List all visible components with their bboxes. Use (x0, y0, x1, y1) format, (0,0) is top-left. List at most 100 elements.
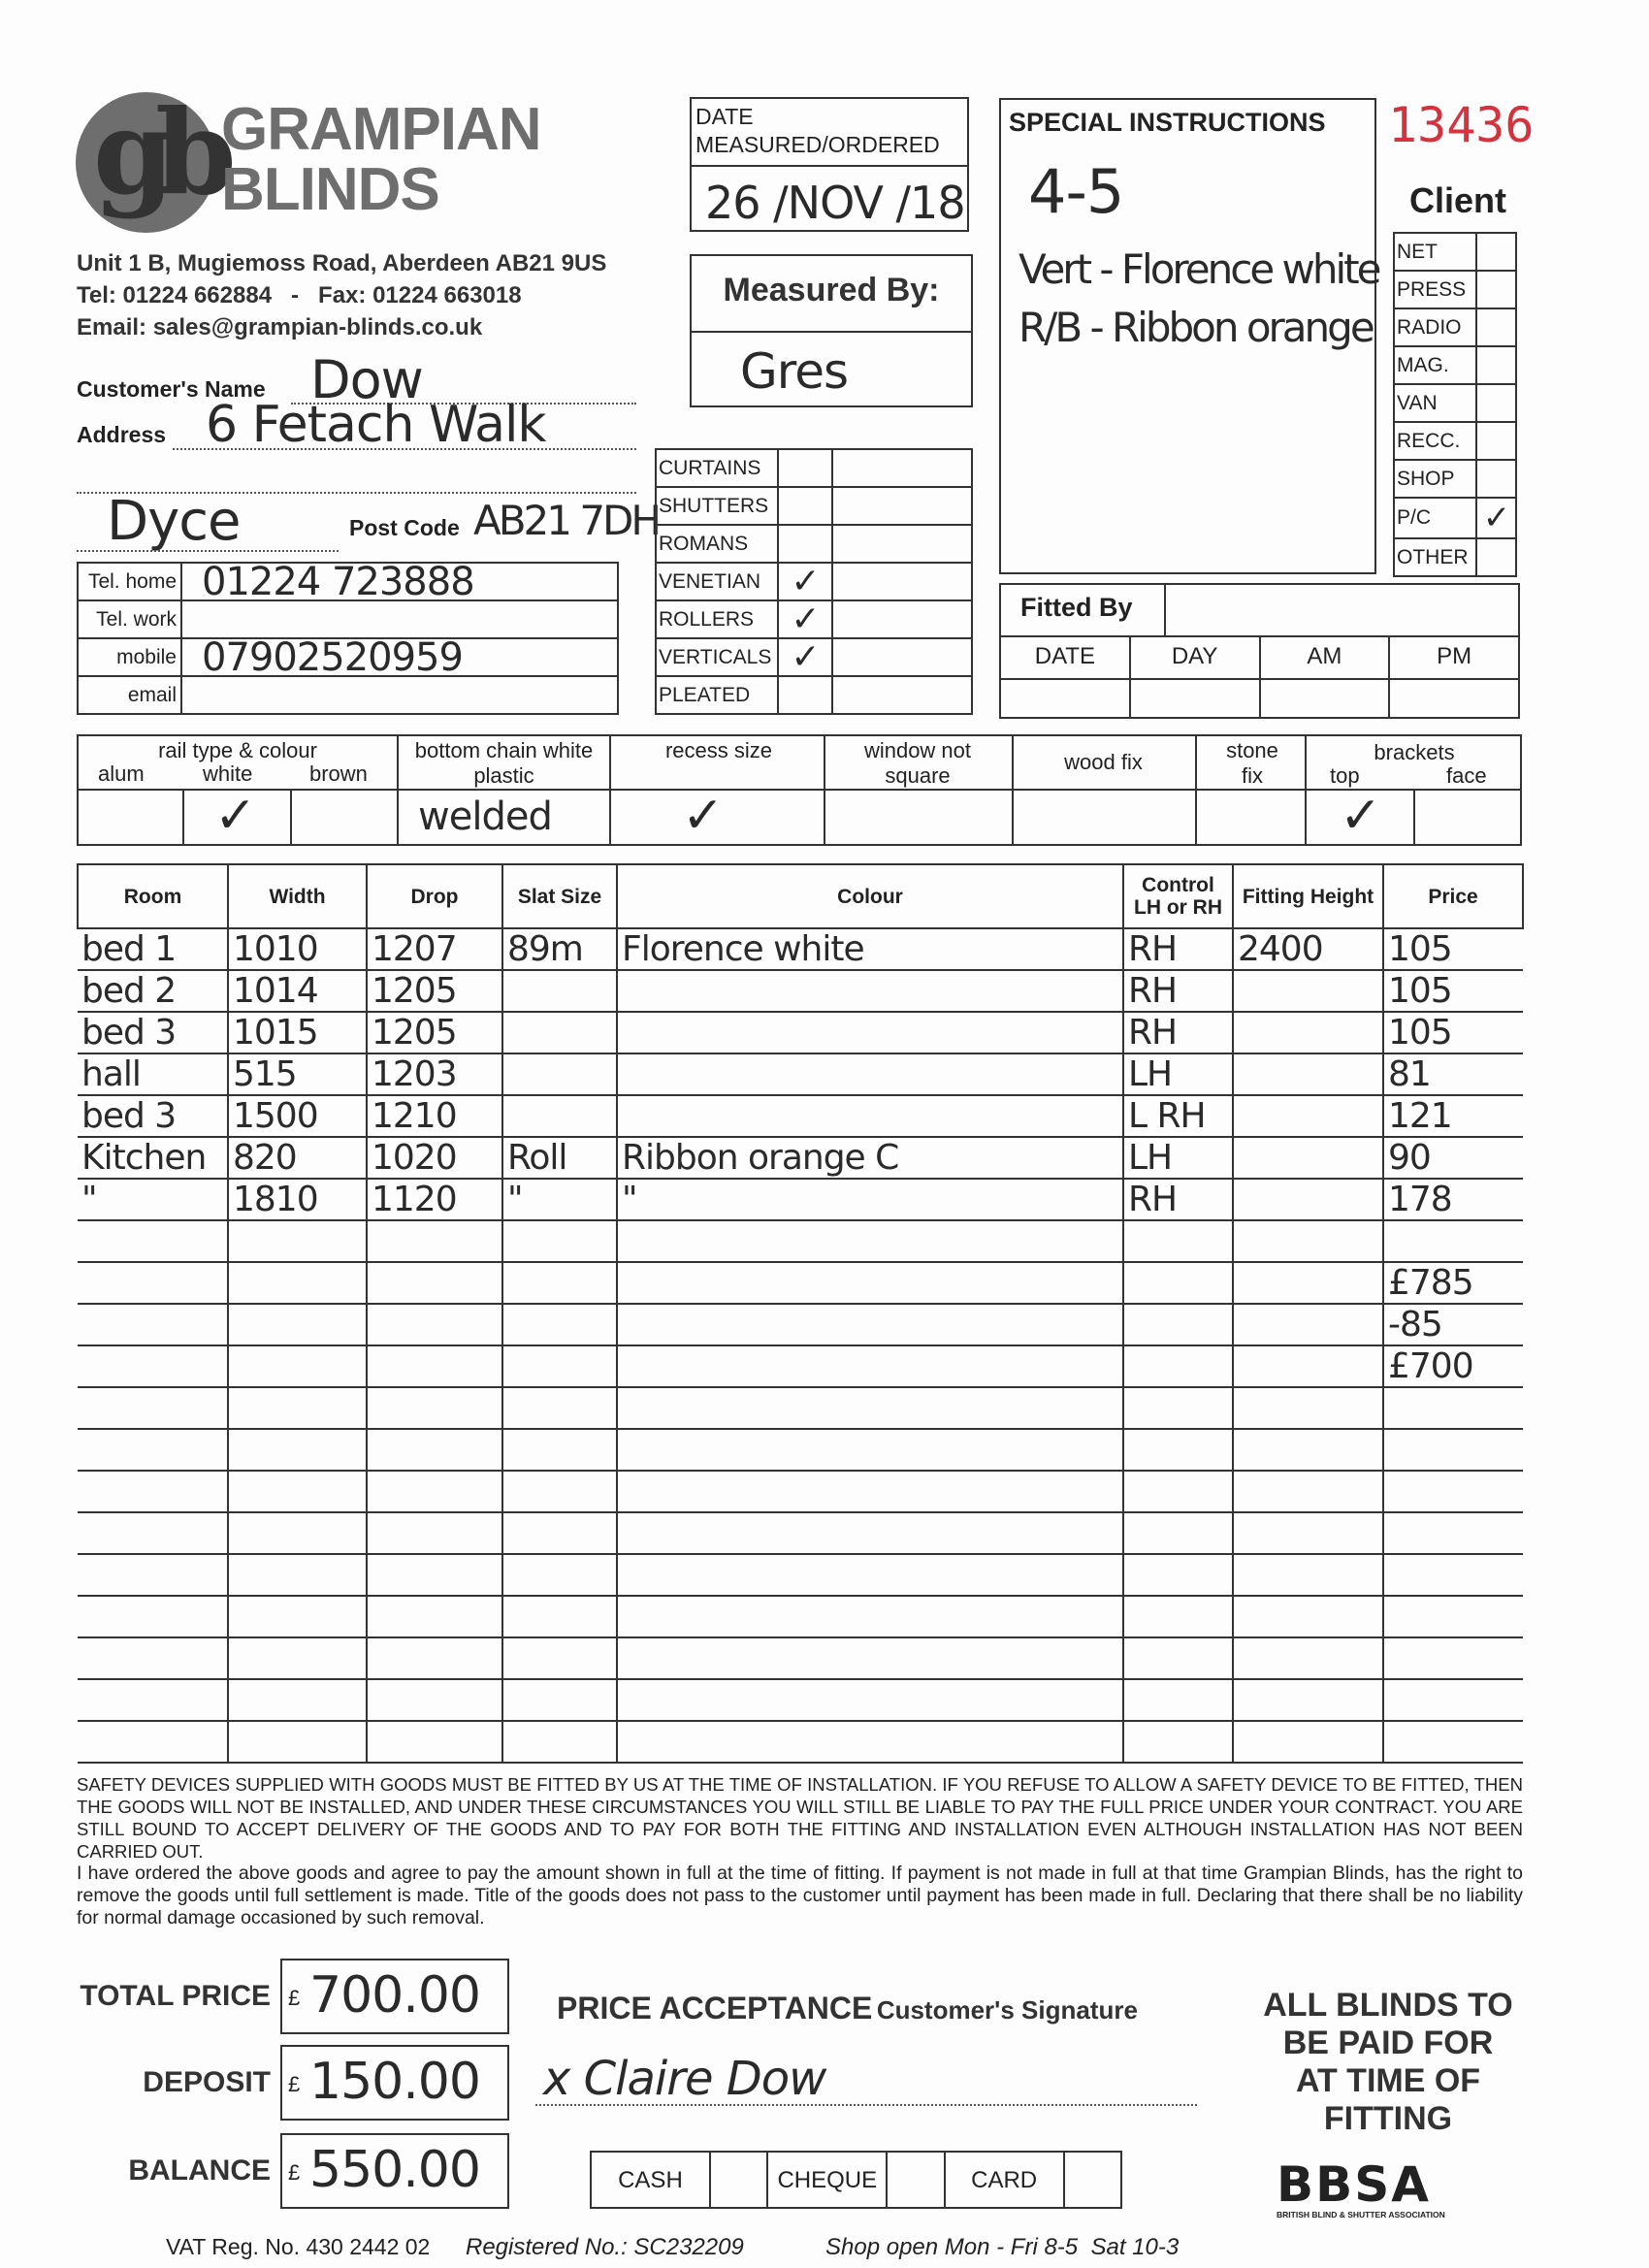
table-cell[interactable] (501, 1261, 618, 1305)
table-cell[interactable] (78, 1595, 229, 1638)
table-cell[interactable] (366, 1428, 503, 1472)
table-cell[interactable] (616, 1303, 1124, 1346)
table-cell[interactable] (1122, 1428, 1234, 1472)
table-cell[interactable] (501, 1053, 618, 1096)
table-cell[interactable] (227, 1595, 368, 1638)
table-cell[interactable] (616, 1386, 1124, 1430)
product-checkbox[interactable]: ✓ (777, 562, 833, 601)
product-checkbox[interactable]: ✓ (777, 599, 833, 639)
table-cell[interactable] (227, 1678, 368, 1722)
table-cell[interactable]: Roll (501, 1136, 618, 1180)
product-checkbox[interactable]: ✓ (777, 637, 833, 677)
table-cell[interactable] (1232, 1595, 1384, 1638)
address-line-2[interactable]: Dyce (107, 490, 242, 553)
client-option-checkbox[interactable] (1475, 459, 1517, 499)
table-cell[interactable] (1122, 1386, 1234, 1430)
table-cell[interactable]: bed 1 (78, 927, 229, 971)
table-cell[interactable] (616, 1511, 1124, 1555)
table-cell[interactable]: 1500 (227, 1094, 368, 1138)
table-cell[interactable]: 1210 (366, 1094, 503, 1138)
table-cell[interactable]: 820 (227, 1136, 368, 1180)
table-cell[interactable]: £700 (1382, 1345, 1523, 1388)
client-option-checkbox[interactable] (1475, 421, 1517, 461)
table-cell[interactable]: 2400 (1232, 927, 1384, 971)
table-cell[interactable]: LH (1122, 1136, 1234, 1180)
table-cell[interactable]: 178 (1382, 1178, 1523, 1221)
table-cell[interactable] (1232, 1345, 1384, 1388)
customer-name[interactable]: Dow (310, 349, 424, 410)
table-cell[interactable] (78, 1678, 229, 1722)
table-cell[interactable]: " (616, 1178, 1124, 1221)
table-cell[interactable] (501, 1386, 618, 1430)
table-cell[interactable]: 1020 (366, 1136, 503, 1180)
table-cell[interactable] (78, 1219, 229, 1263)
fitted-col-day[interactable]: DAY (1128, 635, 1259, 717)
table-cell[interactable] (227, 1386, 368, 1430)
table-cell[interactable] (1382, 1386, 1523, 1430)
table-cell[interactable] (78, 1636, 229, 1680)
address-line-1[interactable]: 6 Fetach Walk (206, 396, 547, 454)
table-cell[interactable] (616, 1553, 1124, 1597)
table-cell[interactable]: 90 (1382, 1136, 1523, 1180)
client-option-checkbox[interactable]: ✓ (1475, 497, 1517, 539)
table-cell[interactable] (78, 1345, 229, 1388)
table-cell[interactable] (1232, 1470, 1384, 1513)
table-cell[interactable] (1232, 1553, 1384, 1597)
table-cell[interactable] (366, 1261, 503, 1305)
deposit-box[interactable]: £150.00 (280, 2045, 509, 2121)
table-cell[interactable]: Florence white (616, 927, 1124, 971)
table-cell[interactable] (227, 1553, 368, 1597)
table-cell[interactable] (616, 1011, 1124, 1054)
table-cell[interactable]: Kitchen (78, 1136, 229, 1180)
table-cell[interactable] (616, 1595, 1124, 1638)
table-cell[interactable] (1122, 1720, 1234, 1764)
table-cell[interactable] (1232, 1678, 1384, 1722)
product-checkbox[interactable] (777, 486, 833, 526)
table-cell[interactable] (616, 1636, 1124, 1680)
fitted-col-date[interactable]: DATE (1001, 635, 1129, 717)
table-cell[interactable] (616, 1678, 1124, 1722)
table-cell[interactable]: bed 2 (78, 969, 229, 1013)
table-cell[interactable] (1382, 1553, 1523, 1597)
table-cell[interactable] (366, 1219, 503, 1263)
table-cell[interactable] (78, 1553, 229, 1597)
table-cell[interactable] (227, 1345, 368, 1388)
table-cell[interactable] (501, 1094, 618, 1138)
total-box[interactable]: £700.00 (280, 1959, 509, 2034)
fitted-col-pm[interactable]: PM (1388, 635, 1518, 717)
table-cell[interactable] (1232, 1428, 1384, 1472)
table-cell[interactable] (1232, 1636, 1384, 1680)
table-cell[interactable] (616, 1261, 1124, 1305)
table-cell[interactable]: £785 (1382, 1261, 1523, 1305)
table-cell[interactable] (1232, 1219, 1384, 1263)
payment-checkbox[interactable] (708, 2153, 766, 2207)
table-cell[interactable] (1122, 1261, 1234, 1305)
table-cell[interactable] (1382, 1678, 1523, 1722)
table-cell[interactable] (1122, 1345, 1234, 1388)
table-cell[interactable] (1122, 1678, 1234, 1722)
table-cell[interactable]: 105 (1382, 1011, 1523, 1054)
product-checkbox[interactable] (777, 675, 833, 715)
table-cell[interactable] (1232, 1261, 1384, 1305)
table-cell[interactable]: 1810 (227, 1178, 368, 1221)
table-cell[interactable] (501, 1303, 618, 1346)
table-cell[interactable] (227, 1219, 368, 1263)
recess-check[interactable]: ✓ (682, 787, 725, 845)
table-cell[interactable] (227, 1720, 368, 1764)
phone-value[interactable]: 01224 723888 (180, 562, 619, 601)
payment-card[interactable]: CARD (943, 2153, 1063, 2207)
table-cell[interactable]: 1120 (366, 1178, 503, 1221)
table-cell[interactable] (78, 1261, 229, 1305)
table-cell[interactable] (366, 1511, 503, 1555)
table-cell[interactable]: 515 (227, 1053, 368, 1096)
table-cell[interactable]: 105 (1382, 927, 1523, 971)
table-cell[interactable] (1382, 1219, 1523, 1263)
postcode[interactable]: AB21 7DH (473, 497, 662, 544)
bottom-chain-value[interactable]: welded (418, 794, 553, 839)
table-cell[interactable] (227, 1470, 368, 1513)
client-option-checkbox[interactable] (1475, 383, 1517, 423)
table-cell[interactable] (501, 1345, 618, 1388)
table-cell[interactable] (501, 1011, 618, 1054)
table-cell[interactable] (616, 1219, 1124, 1263)
balance-box[interactable]: £550.00 (280, 2133, 509, 2209)
